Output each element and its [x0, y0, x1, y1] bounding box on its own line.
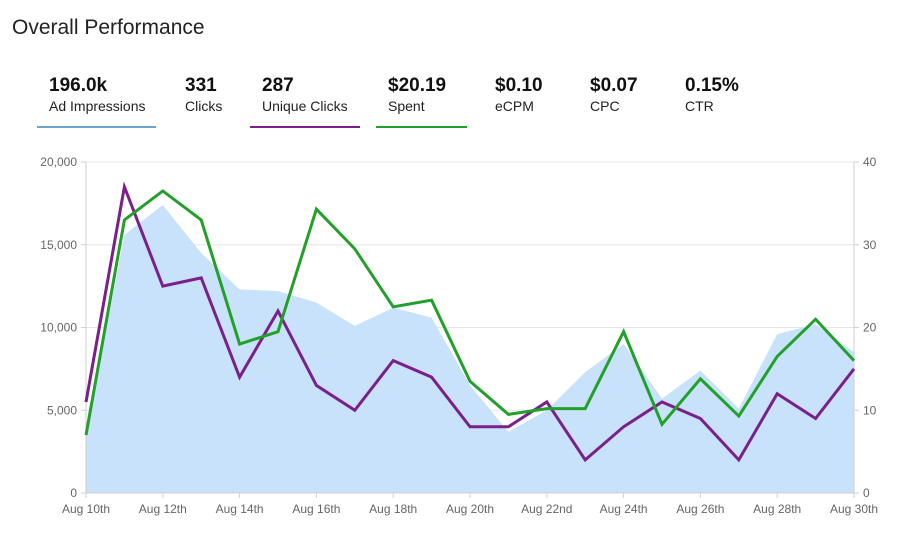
metric-underline	[37, 126, 156, 128]
y-left-tick-label: 5,000	[47, 403, 77, 417]
y-left-tick-label: 15,000	[40, 238, 77, 252]
metric-value: 331	[185, 75, 217, 96]
series-line-spent	[84, 189, 856, 436]
x-tick-label: Aug 22nd	[521, 502, 572, 516]
metric-label: eCPM	[495, 98, 534, 114]
metric-label: Unique Clicks	[262, 98, 348, 114]
x-tick-label: Aug 28th	[753, 502, 801, 516]
metric-ctr[interactable]: 0.15% CTR	[673, 74, 753, 128]
metric-value: 196.0k	[49, 75, 108, 96]
metric-ecpm[interactable]: $0.10 eCPM	[483, 74, 553, 128]
x-tick-label: Aug 14th	[216, 502, 264, 516]
metric-cpc[interactable]: $0.07 CPC	[578, 74, 648, 128]
metric-underline	[376, 126, 467, 128]
y-right-tick-label: 10	[863, 403, 877, 417]
page-title: Overall Performance	[12, 16, 205, 39]
x-tick-label: Aug 30th	[830, 502, 878, 516]
y-left-tick-label: 0	[70, 486, 77, 500]
metric-label: CPC	[590, 98, 620, 114]
y-right-tick-label: 20	[863, 321, 877, 335]
metric-label: Ad Impressions	[49, 98, 146, 114]
series-line-unique-clicks	[84, 181, 856, 463]
metric-value: $0.07	[590, 75, 638, 96]
y-left-tick-label: 20,000	[40, 155, 77, 169]
y-right-tick-label: 40	[863, 155, 877, 169]
metric-value: $20.19	[388, 75, 447, 96]
metric-ad-impressions[interactable]: 196.0k Ad Impressions	[37, 74, 156, 128]
metric-value: $0.10	[495, 75, 543, 96]
metric-value: 0.15%	[685, 75, 739, 96]
metric-label: Spent	[388, 98, 425, 114]
y-right-tick-label: 0	[863, 486, 870, 500]
x-tick-label: Aug 18th	[369, 502, 417, 516]
metric-value: 287	[262, 75, 294, 96]
metric-label: Clicks	[185, 98, 223, 114]
y-left-tick-label: 10,000	[40, 321, 77, 335]
x-tick-label: Aug 24th	[600, 502, 648, 516]
metric-spent[interactable]: $20.19 Spent	[376, 74, 467, 128]
series-area-ad-impressions	[86, 205, 854, 493]
metric-label: CTR	[685, 98, 714, 114]
y-right-tick-label: 30	[863, 238, 877, 252]
metric-underline	[250, 126, 360, 128]
x-tick-label: Aug 20th	[446, 502, 494, 516]
x-tick-label: Aug 16th	[292, 502, 340, 516]
x-tick-label: Aug 26th	[676, 502, 724, 516]
metric-unique-clicks[interactable]: 287 Unique Clicks	[250, 74, 360, 128]
x-tick-label: Aug 10th	[62, 502, 110, 516]
metric-clicks[interactable]: 331 Clicks	[173, 74, 233, 128]
x-tick-label: Aug 12th	[139, 502, 187, 516]
